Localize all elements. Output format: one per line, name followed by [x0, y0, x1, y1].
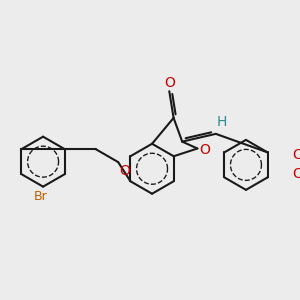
Text: O: O [292, 148, 300, 162]
Text: H: H [216, 115, 227, 129]
Text: O: O [164, 76, 175, 90]
Text: O: O [292, 167, 300, 181]
Text: O: O [119, 164, 130, 178]
Text: O: O [200, 142, 210, 157]
Text: Br: Br [34, 190, 48, 203]
